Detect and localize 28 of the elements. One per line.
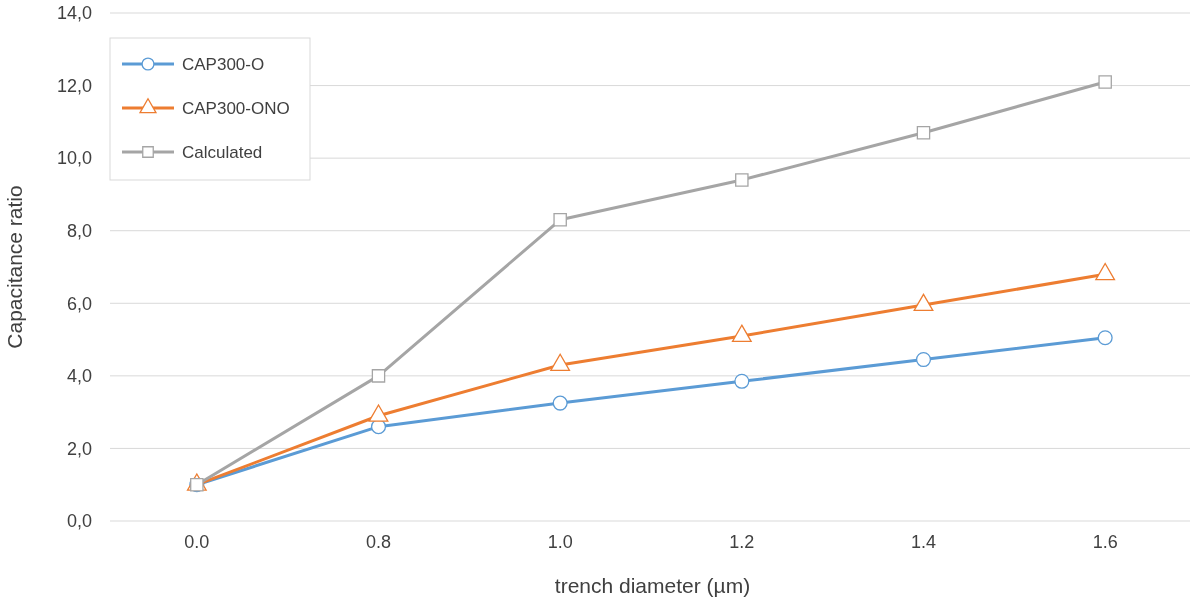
point: [552, 395, 568, 411]
point: [1098, 75, 1112, 89]
x-tick-label: 0.8: [365, 531, 392, 552]
x-tick-label: 1.6: [1092, 531, 1118, 552]
y-axis-title: Capacitance ratio: [3, 185, 26, 349]
y-tick-label: 10,0: [56, 148, 92, 169]
y-tick-label: 14,0: [56, 3, 92, 24]
point: [1097, 330, 1113, 346]
legend-label: CAP300-ONO: [182, 99, 290, 118]
point: [916, 125, 931, 140]
point: [915, 351, 932, 368]
legend-label: Calculated: [182, 143, 263, 162]
point: [371, 369, 386, 383]
point: [735, 173, 749, 187]
point: [734, 373, 750, 389]
x-axis-title: trench diameter (µm): [554, 574, 751, 597]
y-tick-label: 2,0: [66, 438, 92, 459]
legend-label: CAP300-O: [182, 55, 265, 74]
x-tick-label: 1.4: [910, 531, 937, 552]
y-tick-label: 6,0: [66, 293, 92, 314]
point: [553, 213, 567, 227]
x-tick-label: 1.2: [729, 531, 755, 552]
x-tick-label: 1.0: [547, 531, 573, 552]
x-tick-label: 0.0: [184, 531, 210, 552]
y-tick-label: 4,0: [66, 366, 92, 387]
y-tick-label: 0,0: [66, 511, 92, 532]
y-tick-label: 8,0: [66, 220, 92, 241]
y-tick-label: 12,0: [56, 75, 92, 96]
